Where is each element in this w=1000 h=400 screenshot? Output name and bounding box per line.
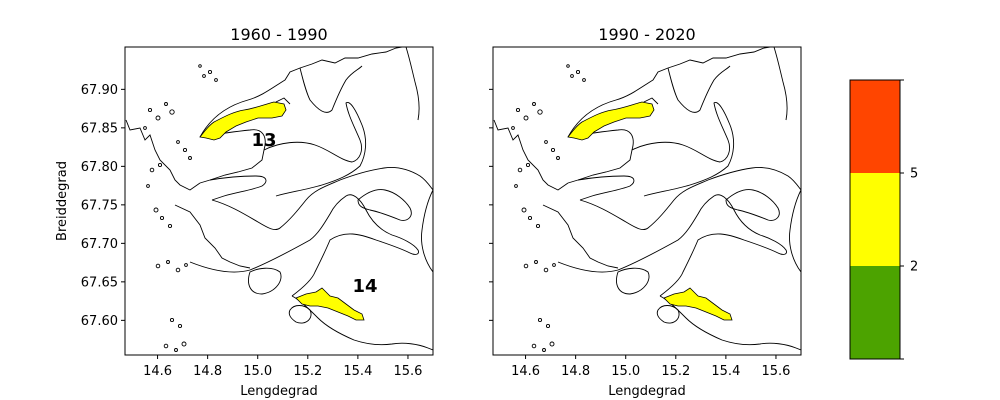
x-tick-label: 15.4 — [343, 364, 372, 379]
colorbar-tick-label: 5 — [910, 167, 918, 182]
svg-text:14: 14 — [352, 276, 377, 297]
region-13-zone — [199, 101, 287, 141]
y-tick-label: 67.60 — [81, 314, 118, 329]
region-14-label: 14 — [352, 276, 377, 297]
colorbar-frame — [849, 79, 901, 360]
x-tick-label: 15.2 — [661, 364, 690, 379]
colorbar-tick-label: 2 — [910, 260, 918, 275]
panel-right-title: 1990 - 2020 — [598, 25, 695, 44]
y-tick-label: 67.65 — [81, 275, 118, 290]
x-tick-label: 15.2 — [293, 364, 322, 379]
panel-left-title: 1960 - 1990 — [230, 25, 327, 44]
colorbar-band — [850, 173, 900, 266]
x-tick-label: 14.8 — [193, 364, 222, 379]
panel-left-xticks: 14.6 14.8 15.0 15.2 15.4 15.6 — [143, 355, 422, 379]
colorbar-band — [850, 80, 900, 173]
x-tick-label: 15.0 — [611, 364, 640, 379]
y-tick-label: 67.90 — [81, 83, 118, 98]
y-tick-label: 67.75 — [81, 198, 118, 213]
panel-right-xticks: 14.6 14.8 15.0 15.2 15.4 15.6 — [511, 355, 790, 379]
x-tick-label: 14.6 — [511, 364, 540, 379]
y-tick-label: 67.85 — [81, 121, 118, 136]
region-14-zone — [295, 287, 365, 321]
panel-left-xlabel: Lengdegrad — [240, 384, 318, 399]
region-13-label: 13 — [251, 130, 276, 151]
panel-right-frame — [492, 46, 802, 356]
colorbar-band — [850, 266, 900, 359]
region-13-zone-right — [567, 101, 655, 141]
y-tick-label: 67.70 — [81, 237, 118, 252]
x-tick-label: 14.8 — [561, 364, 590, 379]
svg-text:13: 13 — [251, 130, 276, 151]
x-tick-label: 15.0 — [243, 364, 272, 379]
panel-left-frame — [124, 46, 434, 356]
x-tick-label: 15.6 — [393, 364, 422, 379]
panel-right-xlabel: Lengdegrad — [608, 384, 686, 399]
x-tick-label: 15.4 — [711, 364, 740, 379]
colorbar: 25 — [849, 79, 918, 360]
region-14-zone-right — [663, 287, 733, 321]
x-tick-label: 15.6 — [761, 364, 790, 379]
panel-left: 1960 - 1990 13 14 14.6 14.8 15.0 15.2 15.4 15… — [55, 25, 434, 399]
panel-right: 1990 - 2020 14.6 14.8 15.0 15.2 15.4 15.6 Len… — [489, 25, 802, 399]
panel-right-yticks — [489, 88, 493, 321]
panel-left-ylabel: Breiddegrad — [55, 161, 70, 241]
y-tick-label: 67.80 — [81, 160, 118, 175]
x-tick-label: 14.6 — [143, 364, 172, 379]
panel-left-yticks: 67.60 67.65 67.70 67.75 67.80 67.85 67.90 — [81, 83, 125, 329]
